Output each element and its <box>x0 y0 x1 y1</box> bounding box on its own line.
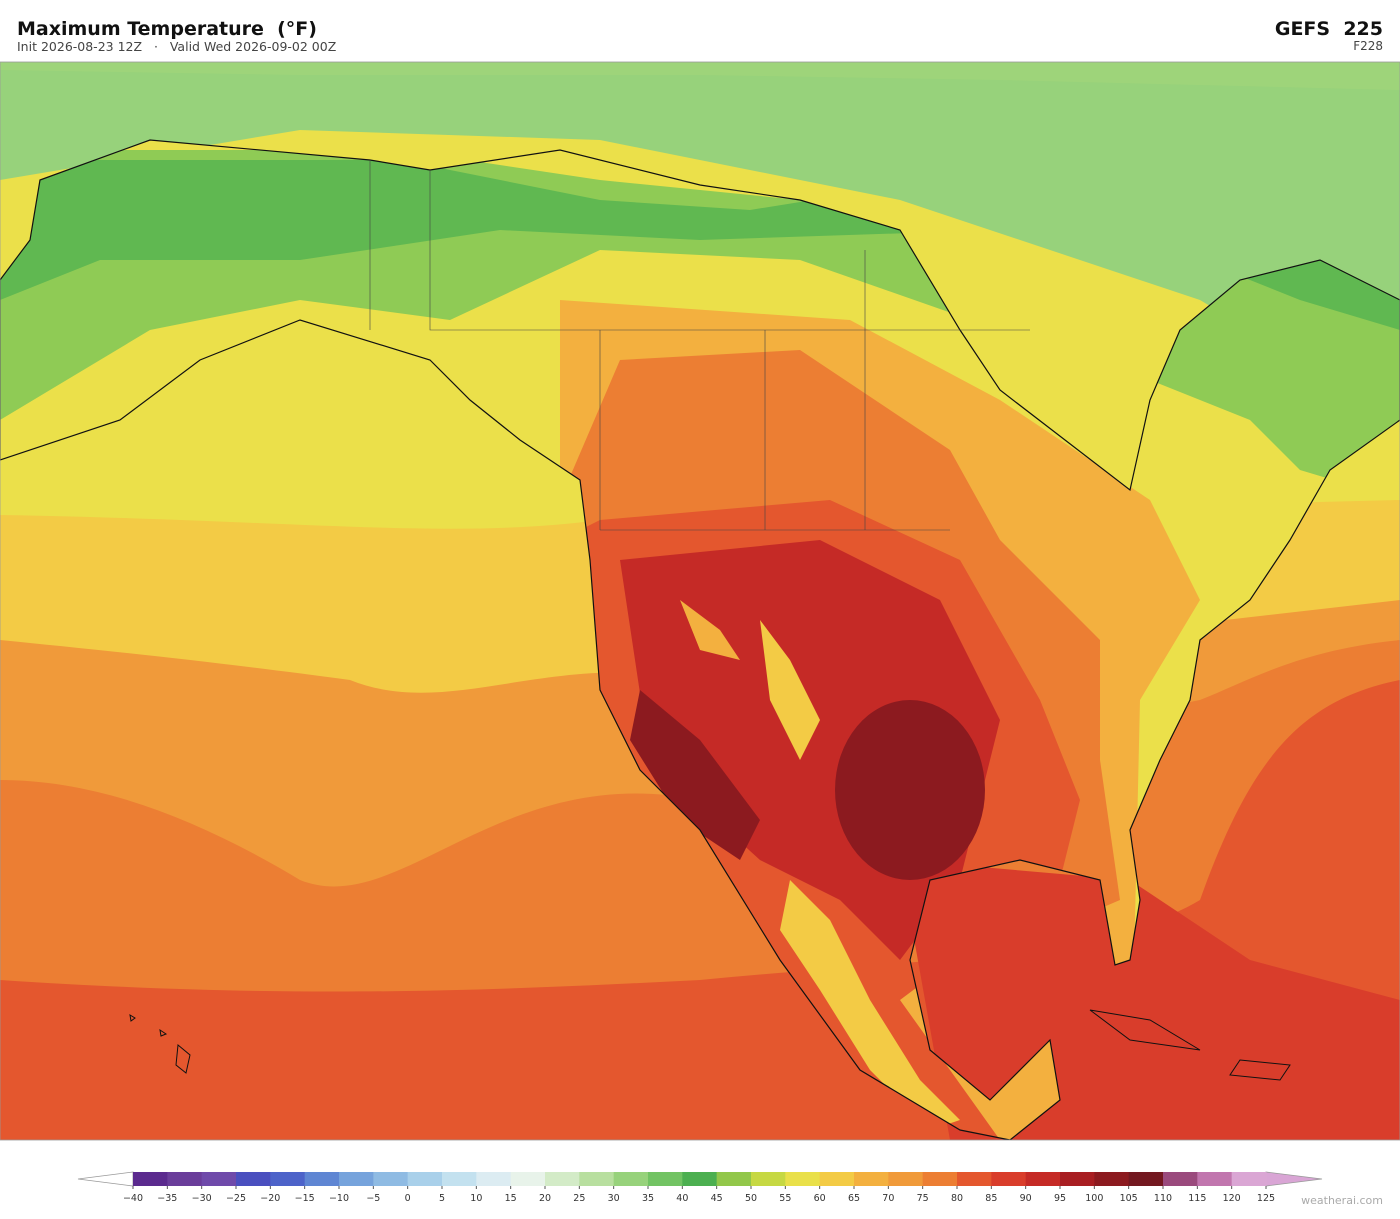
colorbar-tick-label: 10 <box>470 1193 482 1204</box>
colorbar-tick-label: −10 <box>329 1193 349 1204</box>
colorbar-tick-label: 20 <box>539 1193 551 1204</box>
colorbar-tick-label: −15 <box>295 1193 315 1204</box>
colorbar-tick-label: 100 <box>1085 1193 1103 1204</box>
colorbar-bin <box>716 1172 752 1186</box>
colorbar-bin <box>991 1172 1027 1186</box>
hawaii <box>129 1014 191 1074</box>
colorbar-bin <box>579 1172 615 1186</box>
colorbar-bin <box>1094 1172 1130 1186</box>
colorbar-tick-label: 65 <box>848 1193 860 1204</box>
colorbar-tick-label: 120 <box>1223 1193 1241 1204</box>
colorbar-bin <box>1231 1172 1267 1186</box>
colorbar-tick-label: 110 <box>1154 1193 1172 1204</box>
map <box>0 62 1400 1140</box>
colorbar-tick-label: 105 <box>1120 1193 1138 1204</box>
colorbar-bin <box>442 1172 477 1186</box>
colorbar-bin <box>648 1172 683 1186</box>
colorbar-bin <box>751 1172 786 1186</box>
cool-plateau <box>680 600 740 660</box>
colorbar-tick-label: −20 <box>260 1193 280 1204</box>
cool-plateau <box>760 620 820 760</box>
colorbar-bin <box>407 1172 443 1186</box>
colorbar-bin <box>201 1172 237 1186</box>
colorbar-tick-label: 40 <box>676 1193 688 1204</box>
colorbar-tick-label: −30 <box>192 1193 212 1204</box>
colorbar-tick-label: 95 <box>1054 1193 1066 1204</box>
heat-core <box>835 700 985 880</box>
colorbar-bin <box>819 1172 855 1186</box>
colorbar-bin <box>854 1172 889 1186</box>
colorbar-tick-label: −40 <box>123 1193 143 1204</box>
title: Maximum Temperature (°F) <box>17 18 317 40</box>
colorbar-bin <box>1163 1172 1198 1186</box>
colorbar-tick-label: 55 <box>779 1193 791 1204</box>
colorbar-bin <box>922 1172 958 1186</box>
colorbar-tick-label: −25 <box>226 1193 246 1204</box>
colorbar-tick-label: 115 <box>1188 1193 1206 1204</box>
colorbar-bin <box>1128 1172 1164 1186</box>
colorbar-tick-label: 35 <box>642 1193 654 1204</box>
colorbar-tick-label: 25 <box>573 1193 585 1204</box>
forecast-hour: F228 <box>1353 39 1383 53</box>
arctic-cool <box>0 62 1400 380</box>
colorbar-bin <box>270 1172 306 1186</box>
colorbar-tick-label: 50 <box>745 1193 757 1204</box>
watermark: weatherai.com <box>1301 1194 1383 1207</box>
colorbar-bin <box>682 1172 718 1186</box>
colorbar-bin <box>510 1172 546 1186</box>
colorbar-bin <box>304 1172 340 1186</box>
colorbar-bin <box>236 1172 271 1186</box>
heat-core <box>630 690 760 860</box>
colorbar-bin <box>339 1172 374 1186</box>
colorbar-tick-label: 75 <box>917 1193 929 1204</box>
map-frame <box>0 61 1400 1141</box>
colorbar-tick-label: 85 <box>985 1193 997 1204</box>
colorbar-tick-label: −35 <box>157 1193 177 1204</box>
islands <box>1089 1009 1291 1081</box>
colorbar-bin <box>133 1172 168 1186</box>
colorbar-bin <box>888 1172 924 1186</box>
colorbar-bin <box>167 1172 203 1186</box>
colorbar-tick-label: 5 <box>439 1193 445 1204</box>
colorbar-tick-label: 0 <box>405 1193 411 1204</box>
colorbar-under <box>77 1171 134 1187</box>
borders <box>369 160 1030 531</box>
colorbar-bin <box>613 1172 649 1186</box>
colorbar-bin <box>1197 1172 1233 1186</box>
colorbar-bin <box>957 1172 992 1186</box>
arctic-cool <box>0 62 1400 90</box>
colorbar-bin <box>545 1172 580 1186</box>
colorbar-bin <box>476 1172 512 1186</box>
colorbar-tick-label: −5 <box>366 1193 380 1204</box>
colorbar-bin <box>373 1172 409 1186</box>
cool-plateau <box>780 880 960 1130</box>
colorbar-tick-label: 90 <box>1020 1193 1032 1204</box>
subtitle: Init 2026-08-23 12Z · Valid Wed 2026-09-… <box>17 39 336 54</box>
colorbar-tick-label: 80 <box>951 1193 963 1204</box>
colorbar-tick-label: 125 <box>1257 1193 1275 1204</box>
colorbar-tick-label: 30 <box>608 1193 620 1204</box>
colorbar-tick-label: 15 <box>505 1193 517 1204</box>
colorbar: −40 −35 −30 −25 −20 −15 −10 −5 0 5 10 15 20 25 30 35 40 4… <box>77 1171 1323 1204</box>
colorbar-tick-label: 60 <box>814 1193 826 1204</box>
colorbar-over <box>1265 1171 1323 1187</box>
model-name: GEFS 225 <box>1275 18 1383 40</box>
colorbar-tick-label: 70 <box>882 1193 894 1204</box>
colorbar-bin <box>1025 1172 1061 1186</box>
colorbar-tick-label: 45 <box>711 1193 723 1204</box>
colorbar-bin <box>785 1172 821 1186</box>
colorbar-bin <box>1060 1172 1095 1186</box>
